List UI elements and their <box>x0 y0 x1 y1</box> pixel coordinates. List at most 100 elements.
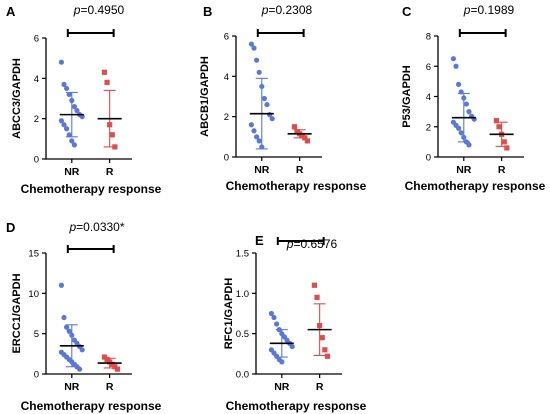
data-point-nr <box>61 314 67 321</box>
data-point-nr <box>254 134 260 140</box>
data-point-r <box>112 144 118 150</box>
data-point-nr <box>271 314 277 321</box>
y-tick-label: 2 <box>426 122 431 133</box>
panel-letter: C <box>402 4 412 19</box>
data-point-r <box>322 347 328 353</box>
x-axis-label: Chemotherapy response <box>226 179 367 193</box>
data-point-r <box>324 353 331 359</box>
x-axis-label: Chemotherapy response <box>21 182 162 196</box>
x-axis-label: Chemotherapy response <box>21 399 162 413</box>
data-point-r <box>501 139 507 145</box>
data-point-nr <box>77 366 83 372</box>
data-point-nr <box>248 122 254 128</box>
data-point-nr <box>456 125 462 131</box>
data-point-nr <box>61 122 67 128</box>
y-tick-label: 0.0 <box>236 370 249 381</box>
y-tick-label: 0 <box>34 370 39 381</box>
x-tick-label-nr: NR <box>456 164 472 176</box>
y-tick-label: 8 <box>426 32 431 43</box>
y-tick-label: 6 <box>426 62 431 73</box>
significance-bracket <box>458 29 507 37</box>
panel-letter: E <box>255 233 264 248</box>
data-point-r <box>311 282 318 288</box>
data-point-r <box>291 124 298 130</box>
x-tick-label-r: R <box>106 381 114 393</box>
x-tick-label-nr: NR <box>254 164 270 176</box>
data-point-r <box>101 354 108 360</box>
data-point-r <box>109 132 115 138</box>
data-point-nr <box>248 41 254 47</box>
data-point-r <box>317 323 323 329</box>
panel-letter: A <box>6 4 16 19</box>
panel-letter: B <box>203 4 212 19</box>
data-point-nr <box>58 118 64 124</box>
significance-bracket <box>256 29 305 37</box>
data-point-nr <box>69 332 75 338</box>
data-point-nr <box>268 310 274 317</box>
y-axis-label: ERCC1/GAPDH <box>11 273 23 353</box>
x-tick-label-nr: NR <box>64 166 80 178</box>
p-value: p=0.0330* <box>68 220 124 234</box>
y-axis-label: ABCC3/GAPDH <box>11 58 23 139</box>
data-point-nr <box>466 109 472 115</box>
data-point-nr <box>466 142 472 148</box>
significance-bracket <box>66 29 115 37</box>
data-point-r <box>496 124 502 130</box>
data-point-nr <box>254 57 260 63</box>
axes <box>437 36 524 158</box>
p-value: p=0.2308 <box>261 3 313 17</box>
p-value: p=0.4950 <box>73 3 125 17</box>
data-point-nr <box>461 134 467 140</box>
data-point-nr <box>264 101 270 108</box>
y-tick-label: 0 <box>224 153 229 164</box>
panel-letter: D <box>6 220 15 235</box>
y-tick-label: 6 <box>224 32 229 43</box>
significance-bracket <box>276 237 325 245</box>
data-point-r <box>104 79 110 85</box>
axes <box>45 253 132 375</box>
x-tick-label-r: R <box>316 381 324 393</box>
y-axis-label: ABCB1/GAPDH <box>199 56 211 137</box>
data-point-nr <box>259 83 265 90</box>
data-point-r <box>319 335 325 341</box>
x-tick-label-r: R <box>498 164 506 176</box>
x-tick-label-nr: NR <box>274 381 290 393</box>
y-axis-label: P53/GAPDH <box>401 65 413 127</box>
data-point-nr <box>279 359 285 365</box>
data-point-nr <box>458 89 464 95</box>
data-point-nr <box>458 130 464 136</box>
x-axis-label: Chemotherapy response <box>405 179 546 193</box>
data-point-nr <box>256 69 262 75</box>
data-point-nr <box>66 91 72 98</box>
p-value: p=0.6576 <box>286 237 338 251</box>
data-point-nr <box>69 97 75 104</box>
x-tick-label-r: R <box>106 166 114 178</box>
x-tick-label-r: R <box>296 164 304 176</box>
data-point-nr <box>450 56 456 62</box>
x-axis-label: Chemotherapy response <box>226 399 367 413</box>
y-tick-label: 1.5 <box>236 249 249 260</box>
y-tick-label: 6 <box>34 34 39 45</box>
data-point-nr <box>274 321 280 327</box>
data-point-nr <box>66 328 72 334</box>
data-point-nr <box>461 95 467 101</box>
data-point-nr <box>453 63 459 69</box>
data-point-r <box>107 122 113 128</box>
y-tick-label: 1.0 <box>236 289 249 300</box>
x-tick-label-nr: NR <box>64 381 80 393</box>
significance-bracket <box>66 245 115 253</box>
data-point-nr <box>61 81 67 87</box>
y-tick-label: 10 <box>28 289 39 300</box>
data-point-nr <box>64 85 70 92</box>
data-point-r <box>302 135 308 141</box>
y-tick-label: 15 <box>28 249 39 260</box>
data-point-nr <box>463 101 469 107</box>
p-value: p=0.1989 <box>463 3 515 17</box>
data-point-nr <box>71 142 77 148</box>
